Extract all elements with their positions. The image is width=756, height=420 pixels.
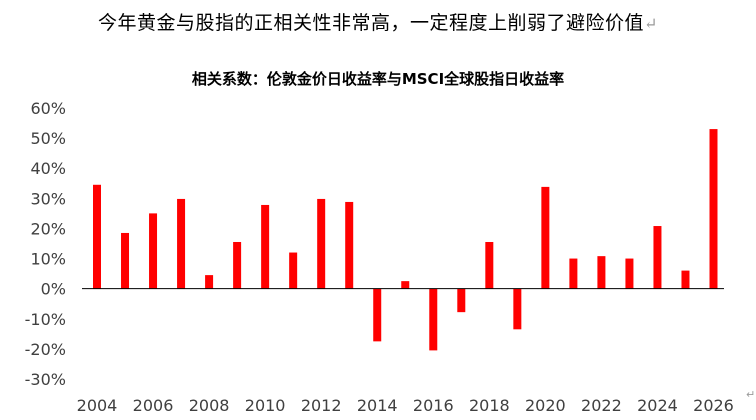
bar-2009 (233, 241, 242, 289)
bar-2016 (429, 288, 438, 351)
y-tick-label: 40% (30, 159, 66, 178)
x-tick-label: 2024 (637, 396, 678, 415)
chart-title: 相关系数：伦敦金价日收益率与MSCI全球股指日收益率 (191, 70, 565, 88)
headline: 今年黄金与股指的正相关性非常高，一定程度上削弱了避险价值↵ (0, 8, 756, 35)
bar-2004 (93, 184, 101, 289)
bar-2006 (149, 213, 158, 289)
y-tick-label: -10% (25, 310, 66, 329)
bar-2020 (541, 186, 550, 289)
bar-2017 (457, 288, 466, 313)
x-tick-label: 2010 (245, 396, 286, 415)
y-tick-label: -30% (25, 370, 66, 389)
y-axis: -30% -20% -10% 0% 10% 20% 30% 40% 50% 60% (25, 99, 66, 389)
x-tick-label: 2006 (133, 396, 174, 415)
paragraph-mark-icon: ↵ (644, 14, 658, 33)
bar-2013 (345, 201, 354, 289)
bar-2014 (373, 288, 382, 342)
x-tick-label: 2016 (413, 396, 454, 415)
corner-paragraph-mark-icon: ↵ (746, 388, 756, 401)
x-tick-label: 2008 (189, 396, 230, 415)
bars (93, 129, 718, 351)
bar-2015 (401, 281, 410, 289)
headline-text: 今年黄金与股指的正相关性非常高，一定程度上削弱了避险价值 (98, 12, 645, 34)
y-tick-label: -20% (25, 340, 66, 359)
bar-2008 (205, 275, 214, 289)
bar-2026 (709, 129, 718, 289)
x-tick-label: 2012 (301, 396, 342, 415)
bar-2023 (625, 258, 634, 289)
y-tick-label: 10% (30, 250, 66, 269)
y-tick-label: 0% (41, 280, 66, 299)
x-tick-label: 2026 (693, 396, 734, 415)
x-axis: 2004 2006 2008 2010 2012 2014 2016 2018 2020 2022… (77, 396, 734, 415)
bar-2024 (653, 226, 662, 289)
x-tick-label: 2018 (469, 396, 510, 415)
x-tick-label: 2004 (77, 396, 118, 415)
x-tick-label: 2020 (525, 396, 566, 415)
bar-2012 (317, 198, 326, 289)
bar-2005 (121, 232, 130, 289)
bar-2007 (177, 198, 186, 289)
y-tick-label: 30% (30, 189, 66, 208)
bar-2025 (681, 270, 690, 289)
bar-2011 (289, 252, 298, 289)
x-tick-label: 2022 (581, 396, 622, 415)
y-tick-label: 50% (30, 129, 66, 148)
y-tick-label: 20% (30, 219, 66, 238)
bar-2019 (513, 288, 522, 330)
x-tick-label: 2014 (357, 396, 398, 415)
bar-2018 (485, 241, 494, 289)
y-tick-label: 60% (30, 99, 66, 118)
bar-2010 (261, 204, 270, 289)
bar-2021 (569, 258, 578, 289)
bar-2022 (597, 256, 606, 289)
